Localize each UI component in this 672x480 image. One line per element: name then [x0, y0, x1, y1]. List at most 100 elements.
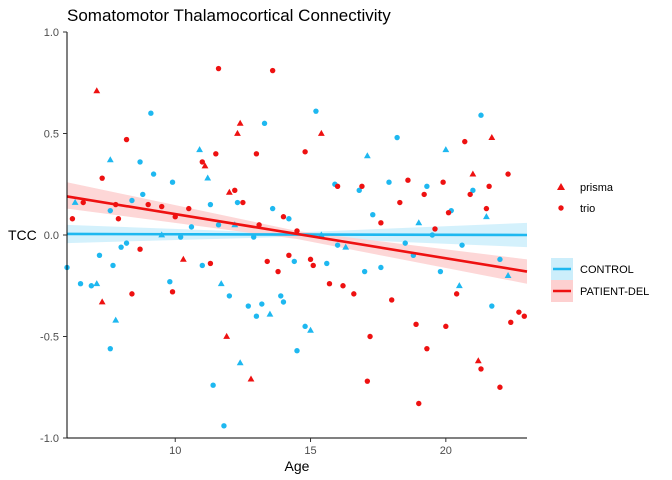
- patient-trio-point: [421, 191, 427, 198]
- patient-prisma-point: [247, 375, 255, 382]
- patient-trio-point: [516, 309, 522, 315]
- data-points: [64, 65, 527, 429]
- patient-trio-point: [99, 175, 105, 181]
- patient-trio-point: [340, 283, 346, 289]
- x-tick-label: 15: [304, 445, 316, 457]
- patient-trio-point: [351, 291, 357, 297]
- legend-group-label: PATIENT-DEL: [580, 286, 649, 298]
- control-trio-point: [177, 234, 184, 240]
- patient-trio-point: [326, 281, 333, 287]
- patient-prisma-point: [317, 129, 325, 136]
- shape-legend: prisma trio: [557, 182, 614, 215]
- chart-title: Somatomotor Thalamocortical Connectivity: [67, 6, 391, 25]
- control-trio-point: [77, 281, 84, 287]
- control-trio-point: [221, 423, 227, 429]
- control-trio-point: [269, 205, 276, 212]
- control-prisma-point: [455, 282, 463, 289]
- patient-trio-point: [115, 216, 122, 222]
- control-prisma-point: [112, 316, 120, 323]
- patient-trio-point: [440, 179, 446, 185]
- patient-prisma-point: [488, 133, 496, 140]
- patient-trio-point: [123, 136, 130, 143]
- patient-trio-point: [269, 67, 276, 74]
- control-trio-point: [253, 313, 260, 319]
- patient-prisma-point: [179, 255, 187, 262]
- y-axis-label: TCC: [8, 227, 37, 243]
- control-trio-point: [334, 242, 341, 248]
- y-tick-label: 1.0: [44, 27, 59, 39]
- control-trio-point: [313, 108, 319, 114]
- patient-trio-point: [508, 319, 514, 325]
- patient-trio-point: [467, 191, 473, 198]
- patient-prisma-point: [469, 170, 477, 177]
- control-prisma-point: [196, 146, 203, 153]
- y-tick-label: -1.0: [40, 433, 59, 445]
- legend-group-label: CONTROL: [580, 264, 634, 276]
- patient-trio-point: [453, 291, 460, 297]
- control-trio-point: [169, 179, 176, 185]
- control-trio-point: [259, 301, 265, 307]
- x-axis-label: Age: [285, 458, 310, 474]
- control-trio-point: [207, 201, 214, 208]
- patient-trio-point: [286, 252, 292, 258]
- control-prisma-point: [266, 310, 274, 317]
- control-trio-point: [361, 268, 368, 275]
- patient-trio-point: [213, 151, 219, 157]
- patient-trio-point: [280, 214, 287, 220]
- control-trio-point: [497, 256, 503, 263]
- patient-trio-point: [505, 171, 511, 177]
- regression-lines: [66, 195, 528, 273]
- control-trio-point: [110, 262, 116, 269]
- patient-trio-point: [169, 289, 176, 295]
- patient-trio-point: [478, 366, 484, 372]
- control-trio-point: [489, 303, 495, 309]
- control-trio-point: [478, 112, 484, 118]
- patient-trio-point: [413, 321, 419, 328]
- control-trio-point: [199, 262, 205, 269]
- control-prisma-point: [106, 156, 114, 163]
- legend-shape-label: trio: [580, 203, 595, 215]
- control-trio-point: [215, 222, 222, 228]
- patient-trio-point: [129, 291, 135, 297]
- patient-prisma-point: [98, 298, 106, 305]
- patient-prisma-point: [234, 129, 241, 136]
- control-prisma-point: [342, 243, 350, 250]
- patient-trio-point: [256, 222, 262, 228]
- patient-trio-point: [275, 268, 281, 275]
- control-trio-point: [210, 382, 216, 388]
- patient-prisma-point: [93, 87, 101, 94]
- patient-trio-point: [310, 262, 316, 269]
- y-tick-label: 0.0: [44, 230, 59, 242]
- control-trio-point: [150, 171, 157, 177]
- control-trio-point: [148, 110, 154, 116]
- y-axis-ticks: -1.0 -0.5 0.0 0.5 1.0: [40, 27, 67, 445]
- patient-trio-point: [367, 333, 373, 340]
- control-prisma-point: [442, 146, 450, 153]
- control-trio-point: [459, 242, 465, 248]
- patient-trio-point: [264, 258, 270, 265]
- patient-regression-line: [66, 195, 528, 273]
- patient-prisma-point: [474, 357, 482, 364]
- y-tick-label: 0.5: [44, 129, 59, 141]
- y-tick-label: -0.5: [40, 332, 59, 344]
- control-trio-point: [140, 191, 146, 198]
- x-tick-label: 10: [169, 445, 181, 457]
- patient-trio-point: [416, 400, 422, 407]
- control-trio-point: [280, 299, 287, 305]
- patient-trio-point: [359, 183, 365, 189]
- patient-trio-point: [159, 203, 165, 210]
- control-prisma-point: [236, 359, 244, 366]
- patient-trio-point: [497, 384, 503, 390]
- legend-triangle-icon: [557, 183, 565, 190]
- control-trio-point: [437, 268, 444, 275]
- patient-trio-point: [521, 313, 527, 319]
- control-trio-point: [129, 197, 135, 204]
- control-prisma-point: [217, 280, 225, 287]
- control-trio-point: [118, 244, 124, 250]
- control-prisma-point: [363, 152, 371, 159]
- control-trio-point: [470, 187, 476, 194]
- patient-trio-point: [424, 345, 430, 352]
- patient-trio-point: [443, 323, 449, 330]
- patient-trio-point: [432, 226, 438, 232]
- control-trio-point: [261, 120, 268, 127]
